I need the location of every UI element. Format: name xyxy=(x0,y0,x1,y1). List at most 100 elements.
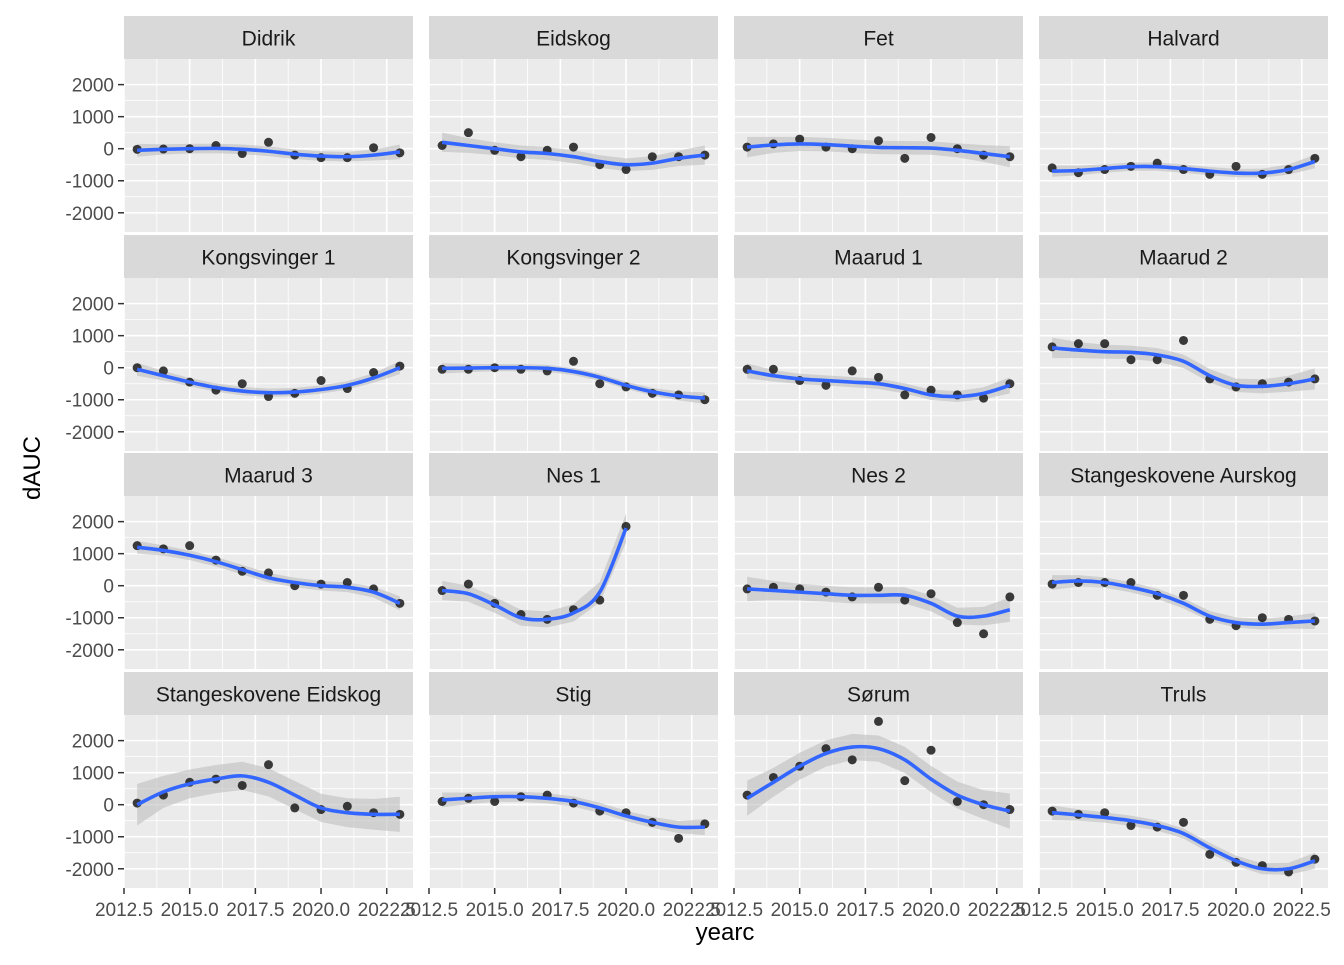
data-point xyxy=(1126,578,1136,587)
data-point xyxy=(1073,339,1083,349)
smooth-line xyxy=(137,146,401,159)
y-tick-label: 0 xyxy=(103,796,114,817)
data-point xyxy=(369,143,379,153)
facet-strip-label: Maarud 1 xyxy=(834,247,923,270)
facet-strip xyxy=(124,235,413,278)
data-point xyxy=(900,390,910,400)
facet-strip xyxy=(734,235,1023,278)
facet-nes-2: Nes 2 xyxy=(733,453,1023,669)
confidence-band xyxy=(442,791,705,836)
facet-strip xyxy=(1039,672,1328,715)
x-tick-label: 2020.0 xyxy=(597,900,655,921)
smooth-line xyxy=(1052,159,1316,176)
y-tick-label: 2000 xyxy=(72,732,114,753)
data-point xyxy=(342,578,352,587)
facet-strip xyxy=(124,672,413,715)
data-point xyxy=(952,618,962,628)
data-point xyxy=(926,745,936,755)
data-point xyxy=(1257,613,1267,623)
confidence-band xyxy=(747,576,1010,626)
facet-maarud-1: Maarud 1 xyxy=(733,235,1023,451)
x-tick-label: 2022.5 xyxy=(663,900,721,921)
data-point xyxy=(621,165,631,175)
smooth-line xyxy=(1051,346,1316,389)
x-tick-label: 2020.0 xyxy=(1207,900,1265,921)
x-tick-label: 2015.0 xyxy=(771,900,829,921)
panel-background xyxy=(1039,715,1328,888)
data-point xyxy=(900,595,910,605)
facet-strip-label: Eidskog xyxy=(536,28,611,51)
confidence-band xyxy=(442,132,705,172)
y-tick-label: 2000 xyxy=(72,513,114,534)
facet-truls: Truls 2012.5 2015.0 2017.5 2020.0 2022.5 xyxy=(1010,672,1331,921)
data-point xyxy=(1152,355,1162,365)
facet-halvard: Halvard xyxy=(1038,16,1328,232)
y-tick-label: -2000 xyxy=(65,423,114,444)
y-tick-label: 2000 xyxy=(72,295,114,316)
x-tick-label: 2022.5 xyxy=(1273,900,1331,921)
data-point xyxy=(926,589,936,599)
facet-maarud-2: Maarud 2 xyxy=(1038,235,1328,451)
data-point xyxy=(463,128,473,138)
facet-strip xyxy=(429,672,718,715)
y-tick-label: 1000 xyxy=(72,545,114,566)
data-point xyxy=(1205,849,1215,859)
smooth-line xyxy=(441,140,706,167)
facet-strip xyxy=(1039,16,1328,59)
confidence-band xyxy=(442,513,627,628)
facet-strip xyxy=(429,235,718,278)
facet-strip-label: Didrik xyxy=(242,28,296,51)
y-tick-label: -2000 xyxy=(65,860,114,881)
smooth-line xyxy=(442,794,705,830)
data-point xyxy=(595,379,605,389)
data-point xyxy=(369,368,379,378)
data-point xyxy=(874,372,883,382)
data-point xyxy=(1179,817,1188,827)
data-point xyxy=(1179,335,1188,345)
y-tick-label: 1000 xyxy=(72,108,114,129)
y-tick-label: -1000 xyxy=(65,391,114,412)
data-point xyxy=(1231,161,1241,171)
facet-strip xyxy=(1039,235,1328,278)
facet-stangeskovene-aurskog: Stangeskovene Aurskog xyxy=(1038,453,1328,669)
data-point xyxy=(647,152,657,162)
facet-strip-label: Maarud 3 xyxy=(224,465,313,488)
facet-strip xyxy=(734,453,1023,496)
data-point xyxy=(1179,590,1188,600)
facet-strip-label: Kongsvinger 1 xyxy=(201,247,335,270)
facet-strip-label: Stangeskovene Eidskog xyxy=(156,684,381,707)
facet-strip-label: Stig xyxy=(555,684,591,707)
y-tick-label: 0 xyxy=(103,359,114,380)
data-point xyxy=(264,137,273,147)
smooth-line xyxy=(136,366,401,395)
y-tick-label: 0 xyxy=(103,140,114,161)
data-point xyxy=(342,801,352,811)
x-tick-label: 2015.0 xyxy=(161,900,219,921)
y-tick-label: -2000 xyxy=(65,204,114,225)
x-tick-label: 2012.5 xyxy=(1010,900,1068,921)
data-point xyxy=(1126,821,1136,831)
x-tick-label: 2017.5 xyxy=(836,900,894,921)
smooth-line xyxy=(1052,579,1315,626)
data-point xyxy=(264,760,273,770)
panel-background xyxy=(734,278,1023,451)
data-point xyxy=(264,568,273,578)
data-point xyxy=(795,134,805,144)
y-tick-label: 2000 xyxy=(72,76,114,97)
facet-eidskog: Eidskog xyxy=(428,16,718,232)
facet-kongsvinger-1: Kongsvinger 1 -2000 -1000 0 1000 2000 xyxy=(65,235,413,451)
facet-sørum: Sørum 2012.5 2015.0 2017.5 2020.0 2022.5 xyxy=(705,672,1026,921)
facet-strip-label: Stangeskovene Aurskog xyxy=(1070,465,1297,488)
data-point xyxy=(569,356,578,366)
facet-maarud-3: Maarud 3 -2000 -1000 0 1000 2000 xyxy=(65,453,413,669)
facet-strip xyxy=(124,16,413,59)
smooth-line xyxy=(136,774,400,817)
x-tick-label: 2012.5 xyxy=(400,900,458,921)
data-point xyxy=(158,366,168,376)
data-point xyxy=(874,582,883,592)
facet-strip-label: Sørum xyxy=(847,684,910,707)
x-tick-label: 2012.5 xyxy=(705,900,763,921)
confidence-band xyxy=(1052,805,1315,875)
